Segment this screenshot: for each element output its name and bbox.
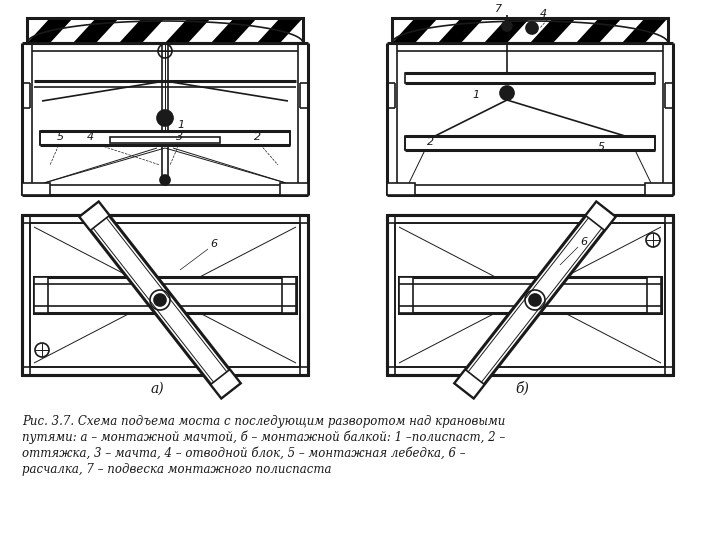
Bar	[282, 277, 296, 313]
Polygon shape	[27, 18, 50, 43]
Bar	[30, 223, 300, 367]
Polygon shape	[622, 18, 645, 43]
Bar	[387, 183, 415, 195]
Polygon shape	[455, 202, 616, 398]
Polygon shape	[455, 370, 485, 398]
Polygon shape	[96, 18, 119, 43]
Circle shape	[529, 294, 541, 306]
Bar	[399, 277, 661, 313]
Text: 2: 2	[427, 137, 434, 147]
Text: путями: а – монтажной мачтой, б – монтажной балкой: 1 –полиспаст, 2 –: путями: а – монтажной мачтой, б – монтаж…	[22, 431, 505, 444]
Bar	[40, 131, 290, 145]
Polygon shape	[280, 18, 303, 43]
Bar	[405, 136, 655, 150]
Bar	[395, 223, 665, 367]
Polygon shape	[645, 18, 668, 43]
Text: 1: 1	[177, 120, 184, 130]
Polygon shape	[438, 18, 461, 43]
Polygon shape	[576, 18, 599, 43]
Circle shape	[154, 294, 166, 306]
Circle shape	[502, 21, 512, 31]
Text: Рис. 3.7. Схема подъема моста с последующим разворотом над крановыми: Рис. 3.7. Схема подъема моста с последую…	[22, 415, 505, 428]
Text: расчалка, 7 – подвеска монтажного полиспаста: расчалка, 7 – подвеска монтажного полисп…	[22, 463, 331, 476]
Bar	[280, 183, 308, 195]
Text: б): б)	[515, 382, 529, 396]
Text: 6: 6	[580, 237, 587, 247]
Polygon shape	[142, 18, 165, 43]
Text: 6: 6	[210, 239, 217, 249]
Bar	[110, 137, 220, 143]
Polygon shape	[507, 18, 530, 43]
Text: оттяжка, 3 – мачта, 4 – отводной блок, 5 – монтажная лебедка, 6 –: оттяжка, 3 – мачта, 4 – отводной блок, 5…	[22, 447, 466, 460]
Bar	[34, 277, 48, 313]
Bar	[22, 215, 308, 375]
Bar	[645, 183, 673, 195]
Text: 1: 1	[472, 90, 479, 100]
Bar	[34, 277, 296, 313]
Polygon shape	[530, 18, 553, 43]
Text: 2: 2	[254, 132, 261, 142]
Bar	[27, 18, 303, 43]
Polygon shape	[415, 18, 438, 43]
Text: 7: 7	[495, 4, 502, 14]
Polygon shape	[586, 202, 616, 231]
Bar	[399, 277, 413, 313]
Polygon shape	[599, 18, 622, 43]
Polygon shape	[461, 18, 484, 43]
Text: 4: 4	[540, 9, 547, 19]
Polygon shape	[188, 18, 211, 43]
Text: 5: 5	[56, 132, 63, 142]
Polygon shape	[27, 21, 303, 43]
Bar	[647, 277, 661, 313]
Text: 3: 3	[176, 132, 184, 142]
Bar	[22, 183, 50, 195]
Polygon shape	[73, 18, 96, 43]
Text: 4: 4	[86, 132, 94, 142]
Polygon shape	[234, 18, 257, 43]
Bar	[392, 18, 668, 43]
Polygon shape	[484, 18, 507, 43]
Polygon shape	[211, 370, 240, 398]
Circle shape	[526, 22, 538, 34]
Polygon shape	[50, 18, 73, 43]
Text: а): а)	[150, 382, 164, 396]
Circle shape	[157, 110, 173, 126]
Circle shape	[500, 86, 514, 100]
Polygon shape	[392, 18, 415, 43]
Polygon shape	[211, 18, 234, 43]
Polygon shape	[257, 18, 280, 43]
Polygon shape	[392, 21, 668, 43]
Bar	[387, 215, 673, 375]
Circle shape	[160, 175, 170, 185]
Text: 5: 5	[598, 142, 605, 152]
Polygon shape	[80, 202, 109, 231]
Polygon shape	[80, 202, 240, 398]
Polygon shape	[165, 18, 188, 43]
Polygon shape	[119, 18, 142, 43]
Polygon shape	[553, 18, 576, 43]
Bar	[405, 73, 655, 83]
